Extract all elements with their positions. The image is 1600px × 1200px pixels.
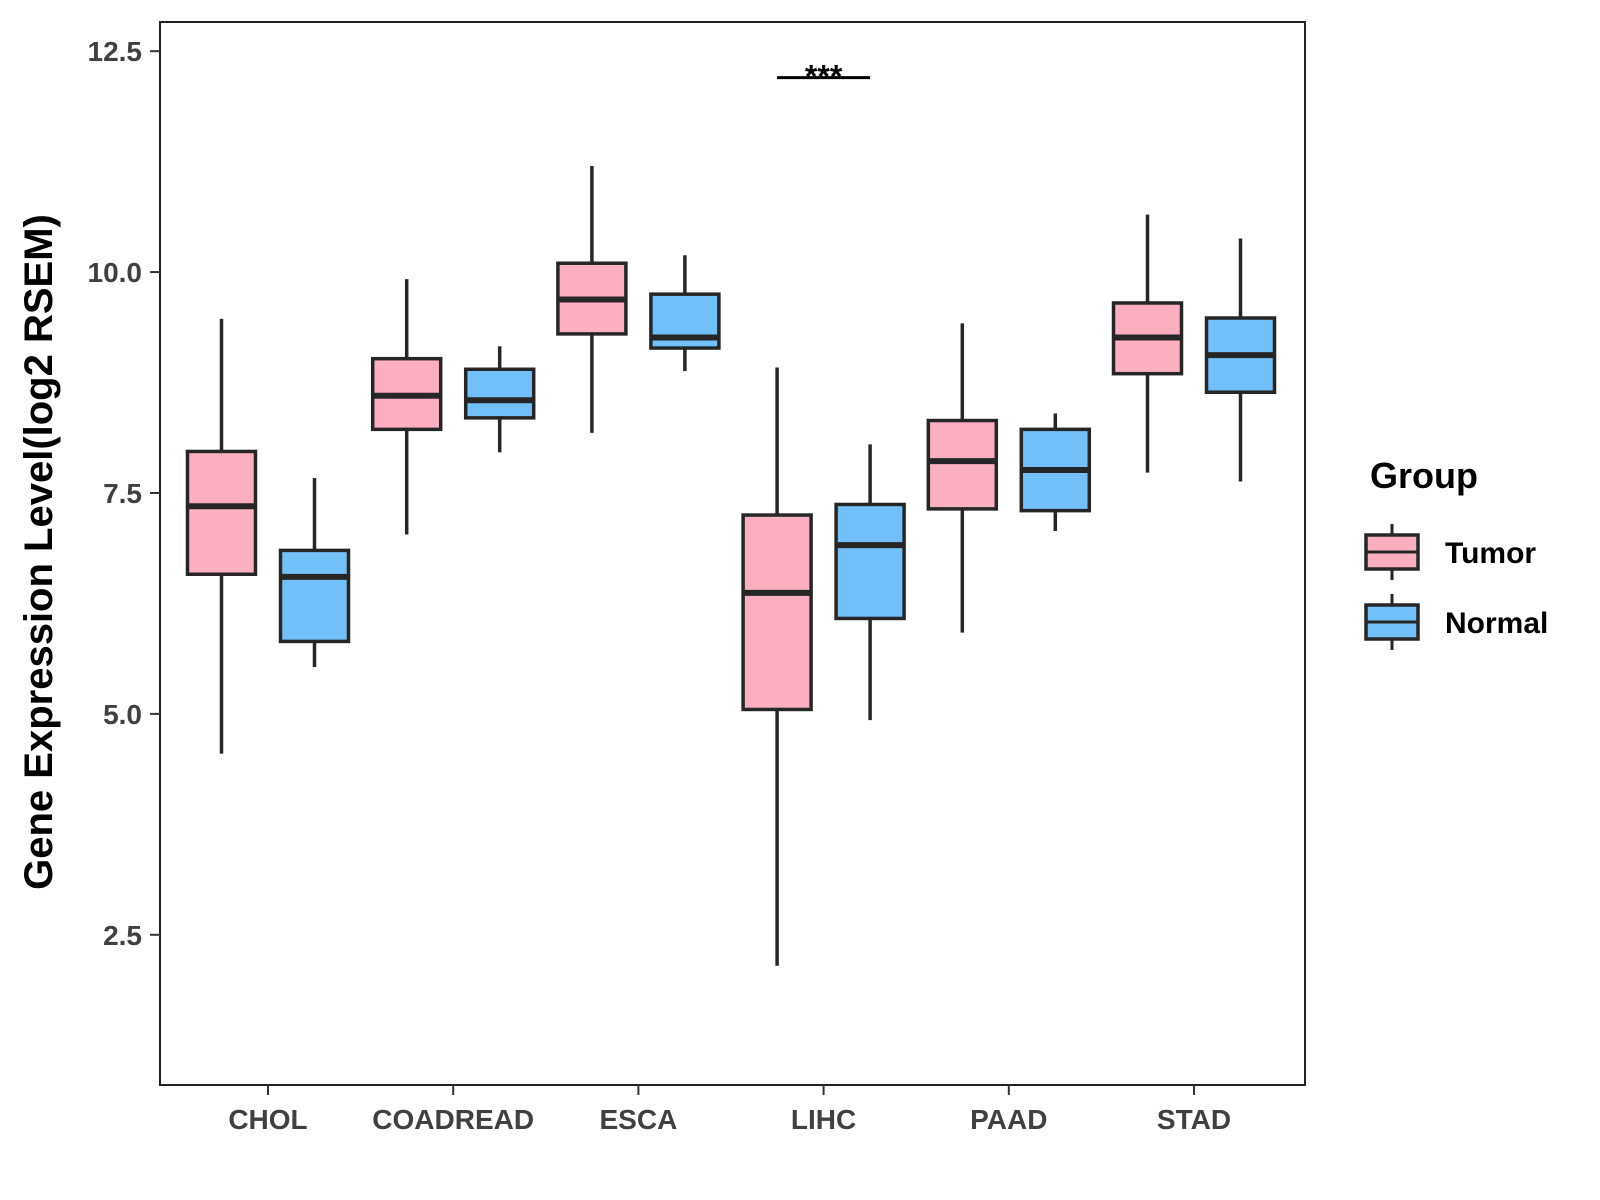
legend: Group Tumor Normal <box>1364 455 1548 650</box>
y-axis: 2.5 5.0 7.5 10.0 12.5 <box>88 36 160 951</box>
x-tick-label-stad: STAD <box>1157 1104 1231 1135</box>
x-tick-label-lihc: LIHC <box>791 1104 856 1135</box>
box-tumor-coadread <box>370 279 443 535</box>
x-tick-label-esca: ESCA <box>600 1104 678 1135</box>
y-tick-label: 7.5 <box>103 478 142 509</box>
box-normal-chol <box>278 477 351 668</box>
legend-label-normal: Normal <box>1445 607 1548 640</box>
legend-title: Group <box>1370 455 1478 496</box>
y-tick-label: 2.5 <box>103 920 142 951</box>
legend-label-tumor: Tumor <box>1445 537 1536 570</box>
box-iqr <box>185 449 258 577</box>
box-iqr <box>741 513 813 712</box>
x-tick-label-paad: PAAD <box>970 1104 1047 1135</box>
y-tick-label: 10.0 <box>88 257 143 288</box>
box-iqr <box>463 367 536 420</box>
box-normal-coadread <box>463 346 536 453</box>
y-tick-label: 12.5 <box>88 36 143 67</box>
significance-annotations: *** <box>777 59 871 95</box>
legend-entry-tumor: Tumor <box>1364 524 1536 580</box>
box-tumor-stad <box>1111 214 1184 473</box>
boxes <box>185 166 1277 966</box>
box-tumor-esca <box>556 166 628 433</box>
y-tick-label: 5.0 <box>103 699 142 730</box>
x-tick-label-coadread: COADREAD <box>372 1104 534 1135</box>
significance-label: *** <box>805 59 843 95</box>
box-tumor-chol <box>185 318 258 754</box>
panel-border <box>159 21 1306 1086</box>
box-tumor-lihc <box>741 367 813 966</box>
box-iqr <box>926 418 999 511</box>
box-iqr <box>834 502 906 621</box>
x-tick-label-chol: CHOL <box>228 1104 307 1135</box>
box-tumor-paad <box>926 323 999 633</box>
box-iqr <box>278 548 351 644</box>
x-axis: CHOL COADREAD ESCA LIHC PAAD STAD <box>228 1085 1231 1135</box>
box-normal-paad <box>1019 413 1092 531</box>
box-normal-stad <box>1204 238 1277 482</box>
plot-panel <box>159 21 1306 1086</box>
y-axis-title: Gene Expression Level(log2 RSEM) <box>17 214 61 890</box>
box-normal-lihc <box>834 444 906 721</box>
legend-entry-normal: Normal <box>1364 594 1548 650</box>
box-normal-esca <box>649 255 721 372</box>
